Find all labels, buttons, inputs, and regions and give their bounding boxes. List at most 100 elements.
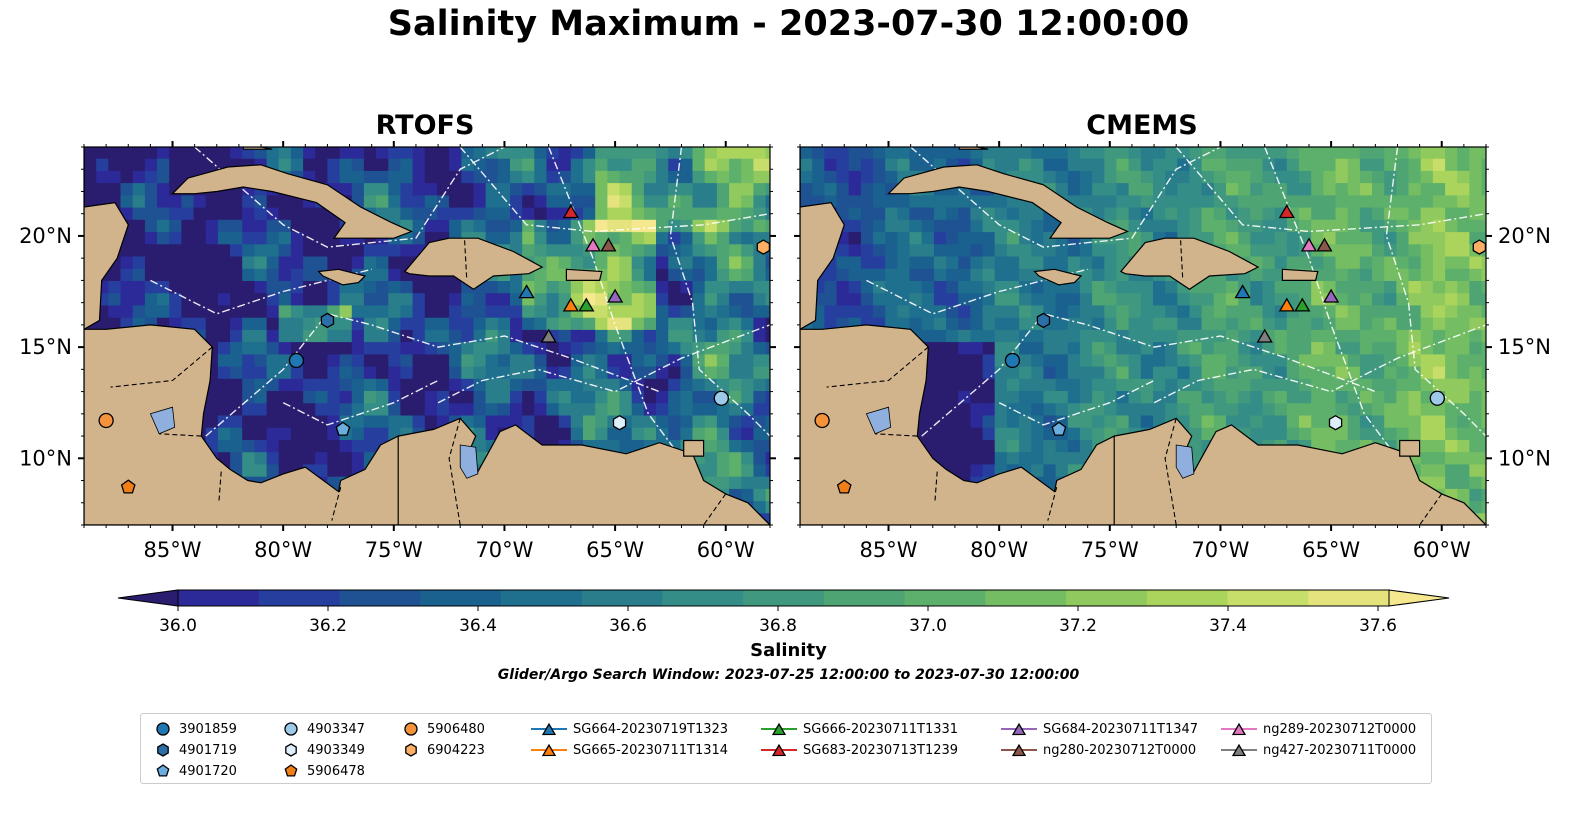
platform-3901859 xyxy=(288,352,305,369)
platform-SG683-20230713T1239 xyxy=(562,204,579,219)
land-honduras_top xyxy=(800,324,1115,525)
platform-5906480 xyxy=(98,412,114,429)
lon-tick-label: 80°W xyxy=(970,538,1028,562)
glider-marker-icon xyxy=(1221,722,1257,736)
lon-tick-label: 60°W xyxy=(697,538,755,562)
legend-label: 6904223 xyxy=(427,742,485,758)
platform-4903349 xyxy=(1328,414,1343,431)
legend-marker xyxy=(1231,743,1247,757)
platform-4903347 xyxy=(713,390,729,406)
legend-label: 3901859 xyxy=(179,721,237,737)
lon-tick-label: 75°W xyxy=(1081,538,1139,562)
legend-label: 4903349 xyxy=(307,742,365,758)
lon-tick-label: 70°W xyxy=(1191,538,1249,562)
lon-tick-label: 60°W xyxy=(1413,538,1471,562)
colorbar-tick-label: 37.0 xyxy=(909,616,947,636)
lake xyxy=(1175,444,1195,479)
platform-SG665-20230711T1314 xyxy=(562,297,579,312)
glider-marker-icon xyxy=(1001,743,1037,757)
legend-item: SG665-20230711T1314 xyxy=(531,740,728,760)
argo-marker-icon xyxy=(284,764,298,777)
land-jamaica xyxy=(317,268,367,286)
land-yucatan xyxy=(800,147,845,330)
legend-marker xyxy=(771,743,787,757)
argo-marker-icon xyxy=(157,743,169,757)
platform-4901719 xyxy=(320,312,335,329)
platform-ng280-20230712T0000 xyxy=(600,237,617,252)
legend-item: SG664-20230719T1323 xyxy=(531,719,728,739)
legend-label: ng280-20230712T0000 xyxy=(1043,742,1197,758)
colorbar-label: Salinity xyxy=(750,640,827,661)
platform-SG666-20230711T1331 xyxy=(1294,297,1311,312)
legend-marker xyxy=(1011,722,1027,736)
legend-marker xyxy=(157,743,169,757)
colorbar-tick-label: 37.4 xyxy=(1209,616,1247,636)
platform-4901720 xyxy=(1051,421,1067,436)
legend-marker xyxy=(404,722,418,736)
lake xyxy=(149,406,176,435)
panel-title-cmems: CMEMS xyxy=(1086,110,1198,141)
legend-item: 6904223 xyxy=(401,740,485,760)
legend-item: 4903349 xyxy=(281,740,365,760)
search-window-text: Glider/Argo Search Window: 2023-07-25 12… xyxy=(497,667,1080,683)
panel-title-rtofs: RTOFS xyxy=(375,110,475,141)
platform-SG684-20230711T1347 xyxy=(606,288,624,303)
land-hispaniola xyxy=(403,237,544,291)
lat-tick-label: 15°N xyxy=(1498,335,1551,359)
platform-ng289-20230712T0000 xyxy=(584,237,602,252)
argo-marker-icon xyxy=(156,764,170,777)
map-panel-cmems: 85°W 80°W 75°W 70°W 65°W 60°W 20°N 15°N 10°N xyxy=(794,141,1551,562)
platform-SG665-20230711T1314 xyxy=(1278,297,1295,312)
legend-label: SG683-20230713T1239 xyxy=(803,742,959,758)
argo-marker-icon xyxy=(404,722,418,736)
lon-tick-label: 80°W xyxy=(254,538,312,562)
colorbar-tick-label: 36.4 xyxy=(459,616,497,636)
glider-marker-icon xyxy=(531,743,567,757)
platform-4901719 xyxy=(1036,312,1051,329)
platform-SG666-20230711T1331 xyxy=(578,297,595,312)
land-hispaniola xyxy=(1119,237,1260,291)
land-trinidad xyxy=(1399,439,1421,457)
legend-marker xyxy=(1011,743,1027,757)
legend-item: ng280-20230712T0000 xyxy=(1001,740,1196,760)
legend-item: 4901720 xyxy=(153,761,237,781)
platform-legend: 3901859 4901719 4901720 4903347 4903349 59064… xyxy=(140,713,1432,784)
land-jamaica xyxy=(1033,268,1083,286)
platform-SG684-20230711T1347 xyxy=(1322,288,1340,303)
legend-marker xyxy=(284,764,298,777)
platform-ng427-20230711T0000 xyxy=(1256,328,1273,343)
platform-4903349 xyxy=(612,414,627,431)
land-trinidad xyxy=(683,439,705,457)
legend-label: SG665-20230711T1314 xyxy=(573,742,729,758)
colorbar-tick-label: 36.2 xyxy=(309,616,347,636)
platform-ng289-20230712T0000 xyxy=(1300,237,1318,252)
argo-marker-icon xyxy=(405,743,417,757)
land-cuba xyxy=(887,164,1130,239)
legend-marker xyxy=(285,743,297,757)
land-yucatan xyxy=(84,147,129,330)
glider-marker-icon xyxy=(761,743,797,757)
legend-item: 4903347 xyxy=(281,719,365,739)
glider-marker-icon xyxy=(1001,722,1037,736)
legend-item: 3901859 xyxy=(153,719,237,739)
platform-SG664-20230719T1323 xyxy=(1234,284,1251,299)
legend-label: 4901719 xyxy=(179,742,237,758)
platform-6904223 xyxy=(1472,239,1486,255)
lake xyxy=(459,444,479,479)
legend-item: ng427-20230711T0000 xyxy=(1221,740,1416,760)
legend-item: ng289-20230712T0000 xyxy=(1221,719,1416,739)
legend-marker xyxy=(156,764,170,777)
land-puertorico xyxy=(1281,268,1319,281)
legend-item: SG666-20230711T1331 xyxy=(761,719,958,739)
colorbar-tick-label: 37.2 xyxy=(1059,616,1097,636)
glider-marker-icon xyxy=(531,722,567,736)
lat-tick-label: 10°N xyxy=(1498,446,1551,470)
glider-marker-icon xyxy=(761,722,797,736)
lat-tick-label: 15°N xyxy=(19,335,72,359)
colorbar-tick-label: 36.8 xyxy=(759,616,797,636)
legend-label: 5906480 xyxy=(427,721,485,737)
lon-tick-label: 85°W xyxy=(144,538,202,562)
lat-tick-label: 10°N xyxy=(19,446,72,470)
legend-item: 5906478 xyxy=(281,761,365,781)
